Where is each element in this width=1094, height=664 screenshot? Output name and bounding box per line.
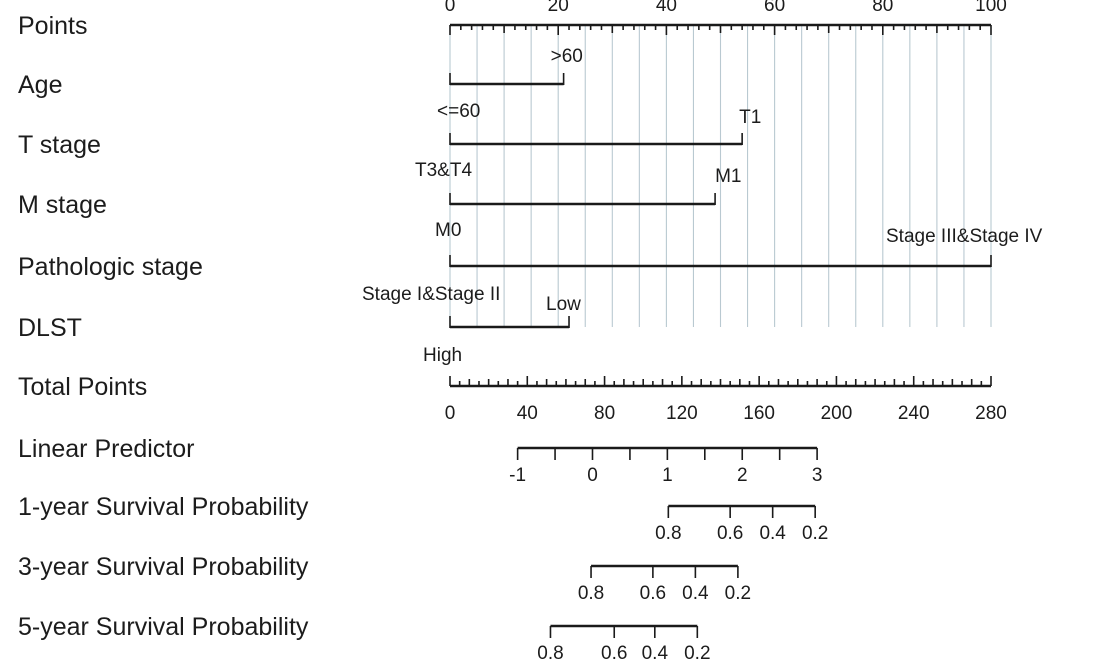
tick-label-5-year-survival-probability: 0.6 <box>601 643 627 664</box>
level-label-60: >60 <box>551 46 583 67</box>
points-tick-label: 40 <box>656 0 677 16</box>
points-tick-label: 100 <box>975 0 1007 16</box>
linear-predictor-tick-label: 0 <box>587 465 598 486</box>
level-label-m1: M1 <box>715 166 741 187</box>
row-label-linear-predictor: Linear Predictor <box>18 435 194 463</box>
tick-label-5-year-survival-probability: 0.4 <box>642 643 669 664</box>
tick-label-3-year-survival-probability: 0.6 <box>640 583 666 604</box>
level-label-low: Low <box>546 294 581 315</box>
total-points-tick-label: 80 <box>594 403 615 424</box>
row-label-1-year-survival-probability: 1-year Survival Probability <box>18 493 309 521</box>
tick-label-5-year-survival-probability: 0.2 <box>684 643 710 664</box>
tick-label-3-year-survival-probability: 0.2 <box>725 583 751 604</box>
row-label-total-points: Total Points <box>18 373 147 401</box>
row-label-t-stage: T stage <box>18 131 101 159</box>
total-points-tick-label: 120 <box>666 403 698 424</box>
linear-predictor-tick-label: 2 <box>737 465 748 486</box>
total-points-tick-label: 280 <box>975 403 1007 424</box>
row-label-age: Age <box>18 71 62 99</box>
level-label-stage-iii-stage-iv: Stage III&Stage IV <box>886 226 1043 247</box>
points-tick-label: 0 <box>445 0 456 16</box>
linear-predictor-tick-label: -1 <box>509 465 526 486</box>
points-tick-label: 20 <box>548 0 569 16</box>
linear-predictor-tick-label: 1 <box>662 465 673 486</box>
tick-label-1-year-survival-probability: 0.2 <box>802 523 828 544</box>
row-label-dlst: DLST <box>18 314 82 342</box>
total-points-tick-label: 160 <box>743 403 775 424</box>
level-label-stage-i-stage-ii: Stage I&Stage II <box>362 284 500 305</box>
level-label-m0: M0 <box>435 220 461 241</box>
total-points-tick-label: 240 <box>898 403 930 424</box>
row-label-points: Points <box>18 12 87 40</box>
row-label-m-stage: M stage <box>18 191 107 219</box>
tick-label-3-year-survival-probability: 0.4 <box>682 583 709 604</box>
level-label-high: High <box>423 345 462 366</box>
row-labels: Points Age T stage M stage Pathologic stage D… <box>18 12 309 641</box>
row-label-pathologic-stage: Pathologic stage <box>18 253 203 281</box>
tick-label-5-year-survival-probability: 0.8 <box>537 643 563 664</box>
tick-label-1-year-survival-probability: 0.8 <box>655 523 681 544</box>
total-points-tick-label: 0 <box>445 403 456 424</box>
total-points-tick-label: 200 <box>821 403 853 424</box>
grid-layer <box>449 25 992 327</box>
row-label-5-year-survival-probability: 5-year Survival Probability <box>18 613 309 641</box>
level-label-t1: T1 <box>739 107 761 128</box>
points-tick-label: 80 <box>872 0 893 16</box>
tick-label-3-year-survival-probability: 0.8 <box>578 583 604 604</box>
level-label-t3-t4: T3&T4 <box>415 160 472 181</box>
total-points-tick-label: 40 <box>517 403 538 424</box>
linear-predictor-tick-label: 3 <box>812 465 823 486</box>
points-tick-label: 60 <box>764 0 785 16</box>
tick-label-1-year-survival-probability: 0.6 <box>717 523 743 544</box>
tick-label-1-year-survival-probability: 0.4 <box>759 523 786 544</box>
row-label-3-year-survival-probability: 3-year Survival Probability <box>18 553 309 581</box>
level-label-60: <=60 <box>437 101 480 122</box>
